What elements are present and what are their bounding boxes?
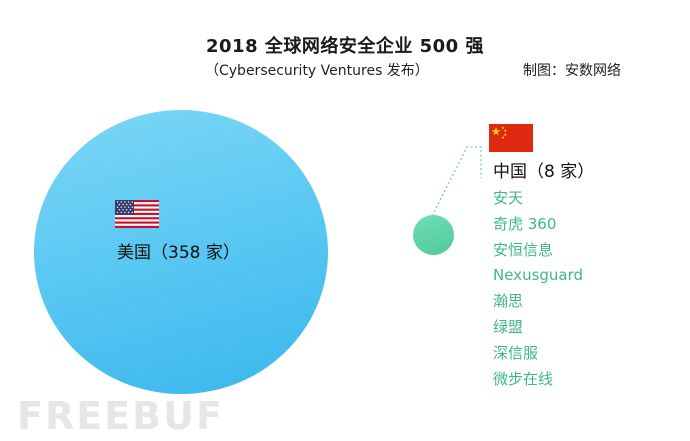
china-label: 中国（8 家） <box>493 162 595 182</box>
china-company-list: 安天 奇虎 360 安恒信息 Nexusguard 瀚思 绿盟 深信服 微步在线 <box>493 186 583 392</box>
list-item: 绿盟 <box>493 317 524 336</box>
china-flag-icon <box>489 124 533 152</box>
subtitle: （Cybersecurity Ventures 发布） <box>205 63 429 79</box>
list-item: 奇虎 360 <box>493 214 557 233</box>
credit-label: 制图：安数网络 <box>523 63 621 79</box>
list-item: Nexusguard <box>493 266 584 285</box>
list-item: 安天 <box>493 189 524 207</box>
usa-flag-icon <box>115 200 159 228</box>
usa-bubble <box>34 110 328 394</box>
list-item: 深信服 <box>493 343 539 362</box>
list-item: 微步在线 <box>493 369 554 388</box>
freebuf-watermark: FREEBUF <box>17 394 224 438</box>
china-bubble <box>413 215 454 255</box>
page-title: 2018 全球网络安全企业 500 强 <box>206 36 484 57</box>
list-item: 瀚思 <box>493 292 524 311</box>
list-item: 安恒信息 <box>493 240 554 259</box>
usa-label: 美国（358 家） <box>117 243 240 263</box>
